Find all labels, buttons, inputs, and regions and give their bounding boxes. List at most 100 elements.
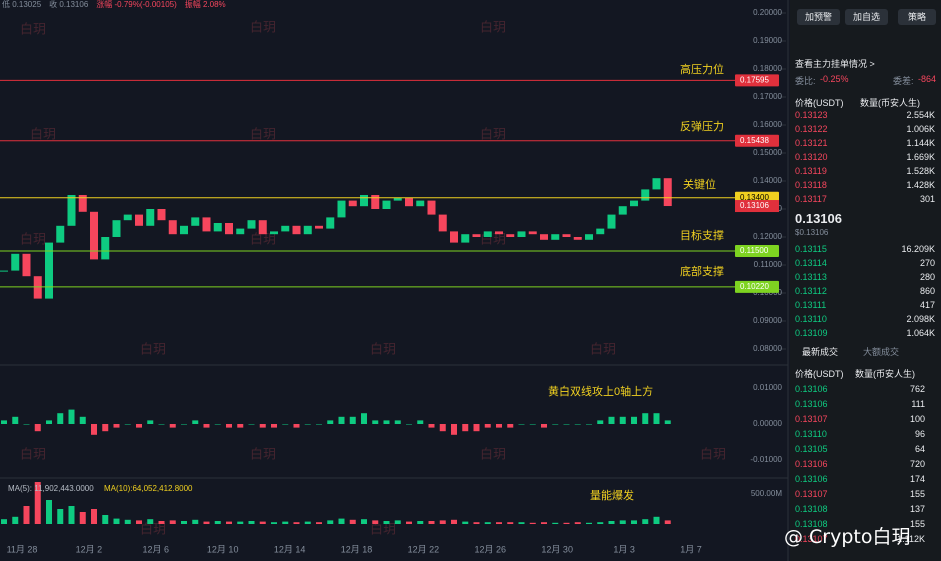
candle	[528, 231, 537, 235]
volume-bar	[586, 522, 592, 524]
diff-label: 委差:	[893, 76, 914, 86]
volume-bar	[563, 522, 570, 524]
watermark: 白玥	[480, 126, 506, 141]
watermark: 白玥	[480, 446, 506, 461]
volume-bar	[46, 500, 52, 524]
volume-bar	[338, 518, 345, 524]
level-tag	[735, 134, 779, 147]
macd-bar	[428, 424, 435, 428]
candle	[393, 197, 402, 201]
volume-bar	[113, 518, 120, 524]
level-label: 0.10220	[740, 282, 769, 291]
level-tag	[735, 280, 779, 293]
macd-bar	[46, 420, 52, 424]
candle	[123, 214, 132, 221]
trade-price: 0.13106	[795, 459, 828, 469]
candle	[33, 276, 42, 299]
macd-bar	[169, 424, 176, 428]
x-tick-label: 12月 26	[475, 544, 507, 554]
ask-price: 0.13118	[795, 180, 827, 190]
bid-price: 0.13110	[795, 314, 827, 324]
candle	[90, 211, 98, 260]
y-tick-label: 0.17000	[753, 92, 782, 101]
ask-price: 0.13121	[795, 138, 828, 148]
tab[interactable]: 最新成交	[802, 347, 839, 357]
bid-qty: 16.209K	[901, 244, 935, 254]
volume-bar	[349, 519, 356, 524]
candle	[360, 195, 368, 207]
candle	[562, 234, 571, 237]
trade-qty: 96	[914, 429, 925, 439]
level-tag	[735, 74, 779, 87]
ask-qty: 1.006K	[906, 124, 935, 134]
volume-bar	[451, 519, 457, 524]
y-tick-label: 0.00000	[753, 419, 782, 428]
y-tick-label: 500.00M	[751, 489, 782, 498]
tab[interactable]: 大额成交	[863, 347, 900, 357]
candle	[258, 220, 267, 235]
candle	[551, 234, 560, 240]
y-tick-label: 0.16000	[753, 120, 782, 129]
y-tick-label: 0.12000	[753, 232, 782, 241]
trade-qty: 762	[909, 384, 925, 394]
candle	[292, 225, 301, 235]
volume-bar	[574, 522, 581, 524]
macd-bar	[124, 424, 131, 425]
bid-qty: 2.098K	[906, 314, 935, 324]
macd-bar	[136, 424, 142, 428]
volume-bar	[552, 522, 559, 524]
volume-bar	[631, 520, 637, 524]
volume-bar	[383, 521, 390, 524]
macd-bar	[248, 424, 255, 425]
ask-price: 0.13120	[795, 152, 828, 162]
candle	[641, 189, 650, 201]
x-tick-label: 12月 30	[541, 544, 573, 554]
ask-qty: 1.144K	[906, 138, 935, 148]
y-tick-label: 0.15000	[753, 148, 782, 157]
watermark: 白玥	[20, 21, 46, 36]
ma-label: MA(10):64,052,412.8000	[104, 484, 193, 493]
macd-bar	[406, 424, 412, 425]
candle	[438, 214, 447, 232]
x-tick-label: 12月 18	[341, 544, 373, 554]
candle	[67, 195, 76, 226]
macd-bar	[102, 424, 109, 432]
macd-bar	[12, 416, 19, 424]
button[interactable]: 策略	[898, 9, 936, 25]
volume-bar	[439, 520, 446, 524]
macd-bar	[597, 420, 604, 424]
x-tick-label: 1月 7	[680, 544, 702, 554]
macd-bar	[372, 420, 379, 424]
candle	[416, 200, 425, 207]
link[interactable]: 查看主力挂单情况 >	[795, 59, 875, 69]
stat: 收 0.13106	[49, 0, 89, 9]
trade-price: 0.13106	[795, 384, 828, 394]
macd-bar	[237, 424, 244, 428]
volume-bar	[34, 482, 41, 524]
volume-bar	[428, 521, 435, 524]
y-tick-label: 0.19000	[753, 36, 782, 45]
y-tick-label: 0.14000	[753, 176, 782, 185]
x-tick-label: 12月 10	[207, 544, 239, 554]
candle	[663, 178, 672, 207]
button[interactable]: 加自选	[845, 9, 888, 25]
ask-qty: 1.669K	[906, 152, 935, 162]
button[interactable]: 加预警	[797, 9, 840, 25]
volume-bar	[406, 521, 412, 524]
volume-bar	[226, 521, 232, 524]
candle	[652, 178, 661, 190]
candle	[168, 220, 177, 235]
macd-bar	[293, 424, 300, 428]
candle	[180, 225, 188, 235]
macd-bar	[541, 424, 547, 428]
candle	[0, 270, 8, 272]
y-tick-label: 0.20000	[753, 8, 782, 17]
trade-price: 0.13107	[795, 534, 828, 544]
macd-bar	[552, 424, 559, 425]
candle	[337, 200, 346, 218]
y-tick-label: 0.18000	[753, 64, 782, 73]
macd-bar	[282, 424, 289, 425]
candle	[135, 214, 143, 226]
candle	[101, 237, 110, 260]
candle	[281, 225, 290, 232]
